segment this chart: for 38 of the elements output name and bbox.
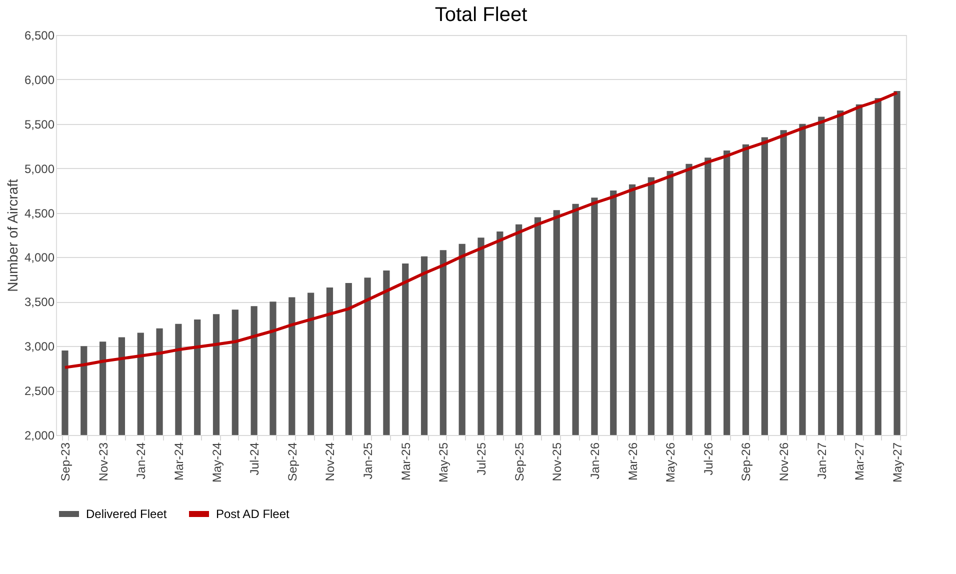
x-tick-label: Mar-24 (172, 442, 186, 481)
x-tick-label: Jul-25 (474, 442, 488, 476)
x-tick-label: Sep-26 (739, 442, 754, 482)
x-tick-label: Nov-25 (550, 442, 564, 482)
y-tick-label: 5,000 (24, 162, 55, 176)
x-tick-label: Jan-26 (588, 442, 602, 480)
x-tick-label: Sep-23 (58, 442, 72, 482)
y-tick-label: 3,000 (24, 340, 55, 354)
x-tick-label: May-27 (890, 442, 905, 483)
x-tick-label: May-26 (664, 442, 678, 483)
x-tick-label: Jan-27 (814, 442, 829, 480)
x-tick-label: Jul-24 (248, 442, 262, 476)
y-tick-label: 6,500 (24, 28, 55, 42)
line-series (63, 91, 899, 369)
x-tick-label: Nov-24 (323, 442, 338, 482)
x-tick-label: Jul-26 (701, 442, 716, 476)
legend-label: Delivered Fleet (86, 507, 168, 521)
y-tick-label: 2,000 (24, 428, 55, 442)
x-tick-label: Mar-25 (398, 442, 413, 481)
x-tick-label: Nov-23 (96, 442, 110, 482)
y-tick-label: 6,000 (24, 72, 55, 87)
y-tick-label: 3,500 (24, 295, 55, 310)
x-tick-label: Sep-25 (512, 442, 526, 482)
x-tick-label: Nov-26 (777, 442, 792, 482)
x-tick-label: May-24 (210, 442, 224, 483)
x-tick-label: May-25 (436, 442, 451, 483)
y-tick-label: 5,500 (24, 117, 55, 132)
chart-title: Total Fleet (434, 4, 528, 26)
y-tick-label: 4,000 (24, 250, 55, 265)
x-tick-label: Jan-25 (361, 442, 376, 480)
x-tick-label: Mar-27 (852, 442, 867, 481)
y-tick-label: 4,500 (24, 206, 55, 220)
legend-label: Post AD Fleet (216, 507, 290, 521)
x-tick-label: Jan-24 (134, 442, 148, 480)
x-tick-label: Mar-26 (626, 442, 640, 481)
x-tick-label: Sep-24 (285, 442, 300, 482)
y-axis-title: Number of Aircraft (4, 178, 20, 292)
y-tick-label: 2,500 (24, 384, 55, 398)
